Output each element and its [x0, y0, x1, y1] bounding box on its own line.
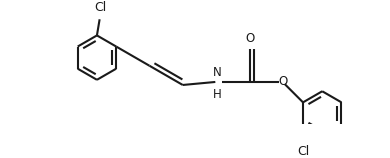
Text: Cl: Cl — [94, 1, 106, 14]
Text: H: H — [213, 88, 222, 101]
Text: Cl: Cl — [297, 145, 309, 158]
Text: O: O — [278, 76, 287, 88]
Text: N: N — [213, 66, 222, 79]
Text: O: O — [245, 32, 255, 45]
